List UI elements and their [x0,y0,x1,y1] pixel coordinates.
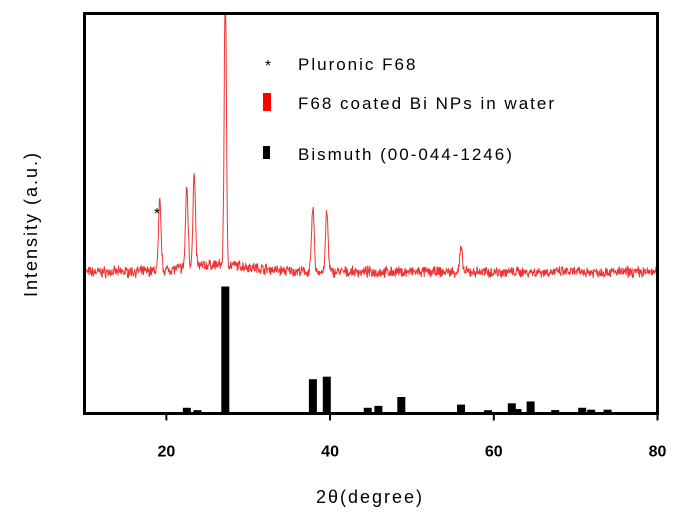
reference-bar [374,405,383,414]
plot-frame [83,12,659,415]
x-tick-label: 20 [157,444,175,461]
reference-bar [507,403,516,414]
reference-bar [484,410,493,414]
x-axis-ticks: 20 40 60 80 [157,413,667,461]
x-axis-title: 2θ(degree) [316,487,424,507]
reference-bars [182,286,612,414]
x-tick-label: 60 [485,444,503,461]
reference-bar [526,401,535,414]
series-f68-bi-nps-line [84,15,658,280]
legend: * Pluronic F68 F68 coated Bi NPs in wate… [263,55,556,164]
reference-bar [397,396,406,414]
reference-bar [193,410,202,414]
x-tick-label: 80 [649,444,667,461]
reference-bar [551,410,560,414]
reference-bar [322,376,331,414]
y-axis-title: Intensity (a.u.) [21,151,41,297]
reference-bar [182,407,191,414]
legend-marker-pluronic: * [265,58,271,75]
legend-marker-bismuth [263,146,270,159]
legend-marker-bi-nps [263,93,271,111]
reference-bar [308,379,317,414]
reference-bar [513,409,522,414]
reference-bar [363,407,372,414]
x-tick-label: 40 [321,444,339,461]
reference-bar [457,404,466,414]
reference-bar [587,409,596,414]
reference-bar [221,286,230,414]
legend-label-pluronic: Pluronic F68 [298,55,417,74]
reference-bar [578,407,587,414]
legend-label-bi-nps: F68 coated Bi NPs in water [298,94,556,113]
legend-label-bismuth: Bismuth (00-044-1246) [298,145,514,164]
annotation-star: * [154,206,160,223]
reference-bar [603,409,612,414]
